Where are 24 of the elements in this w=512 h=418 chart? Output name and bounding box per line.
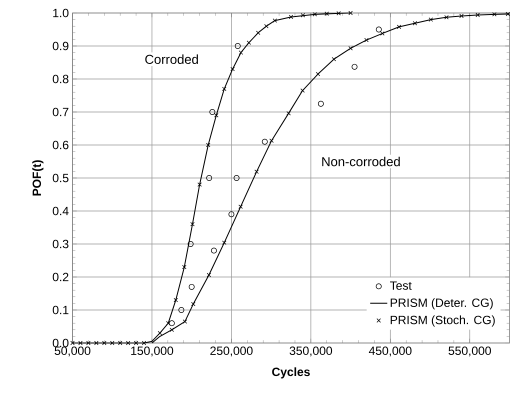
- y-tick-label: 0.0: [52, 338, 69, 348]
- y-tick-label: 0.6: [52, 140, 68, 150]
- annotation: Non-corroded: [322, 156, 400, 166]
- legend-label: PRISM (Stoch. CG): [390, 315, 495, 327]
- x-axis-title: Cycles: [272, 367, 310, 378]
- x-tick-label: 250,000: [210, 346, 253, 356]
- x-tick-label: 150,000: [131, 346, 174, 356]
- x-tick-label: 550,000: [448, 346, 491, 356]
- x-tick-label: 450,000: [368, 346, 412, 356]
- y-tick-label: 1.0: [53, 8, 69, 18]
- y-tick-label: 0.2: [52, 272, 68, 282]
- y-axis-title: POF(t): [32, 160, 44, 196]
- y-tick-label: 0.1: [52, 306, 68, 314]
- y-tick-label: 0.4: [52, 206, 69, 216]
- x-tick-label: 350,000: [290, 346, 332, 356]
- annotation: Corroded: [145, 54, 198, 64]
- y-tick-label: 0.5: [52, 174, 68, 182]
- y-tick-label: 0.7: [52, 108, 68, 116]
- y-tick-label: 0.3: [52, 240, 68, 248]
- y-tick-label: 0.9: [52, 42, 68, 50]
- y-tick-label: 0.8: [52, 74, 68, 84]
- legend-label: PRISM (Deter. CG): [390, 298, 493, 310]
- legend-label: Test: [390, 281, 412, 290]
- x-tick-label: 50,000: [54, 346, 90, 356]
